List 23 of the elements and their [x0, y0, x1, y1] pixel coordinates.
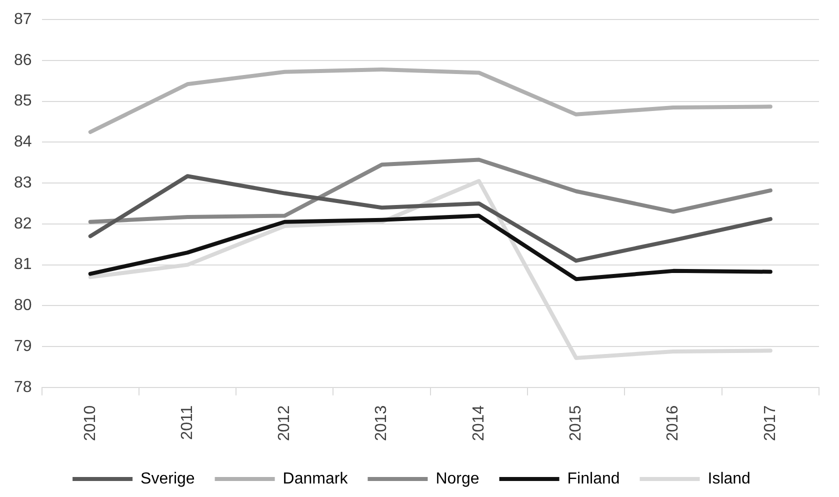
x-tick-label: 2014: [470, 405, 488, 441]
legend-label: Sverige: [140, 470, 195, 488]
y-tick-label: 86: [14, 52, 32, 69]
y-tick-label: 87: [14, 11, 32, 28]
x-tick-label: 2015: [568, 405, 585, 441]
x-tick-label: 2016: [664, 405, 682, 441]
y-tick-label: 78: [14, 378, 32, 396]
legend-label: Island: [708, 470, 750, 488]
legend-label: Finland: [567, 470, 620, 488]
x-tick-label: 2010: [82, 405, 99, 441]
y-tick-label: 80: [14, 297, 32, 314]
y-tick-label: 81: [14, 256, 32, 274]
legend-label: Norge: [436, 470, 480, 488]
legend-label: Danmark: [282, 470, 349, 488]
x-tick-label: 2012: [276, 405, 294, 441]
y-tick-label: 85: [14, 92, 32, 110]
x-tick-label: 2017: [762, 405, 779, 441]
x-tick-label: 2011: [178, 405, 196, 440]
y-tick-label: 82: [14, 215, 32, 232]
y-tick-label: 83: [14, 174, 32, 192]
y-tick-label: 84: [14, 134, 32, 151]
y-tick-label: 79: [14, 338, 32, 355]
x-tick-label: 2013: [373, 405, 390, 441]
